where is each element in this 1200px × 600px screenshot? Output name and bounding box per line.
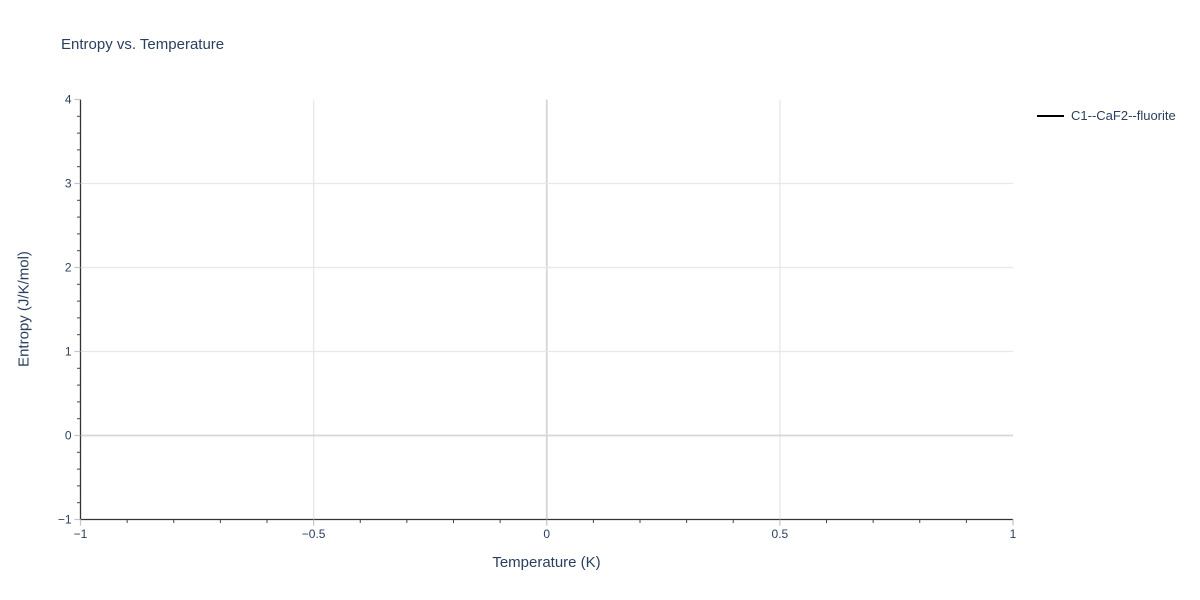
x-axis-title: Temperature (K) [492,554,601,571]
y-tick-label: 0 [65,429,72,443]
y-axis-title: Entropy (J/K/mol) [15,251,33,367]
legend: C1--CaF2--fluorite [1037,108,1176,123]
x-tick-label: −1 [74,527,88,541]
x-tick-label: 1 [1010,527,1017,541]
legend-line-swatch [1037,114,1064,117]
legend-item[interactable]: C1--CaF2--fluorite [1037,108,1176,123]
legend-label: C1--CaF2--fluorite [1071,108,1176,123]
x-tick-label: 0.5 [772,527,789,541]
x-tick-label: −0.5 [302,527,326,541]
y-tick-label: 3 [65,177,72,191]
chart-title: Entropy vs. Temperature [61,36,225,53]
y-tick-label: −1 [58,513,72,527]
y-tick-label: 2 [65,261,72,275]
y-tick-label: 1 [65,345,72,359]
y-tick-label: 4 [65,93,72,107]
x-tick-label: 0 [543,527,550,541]
